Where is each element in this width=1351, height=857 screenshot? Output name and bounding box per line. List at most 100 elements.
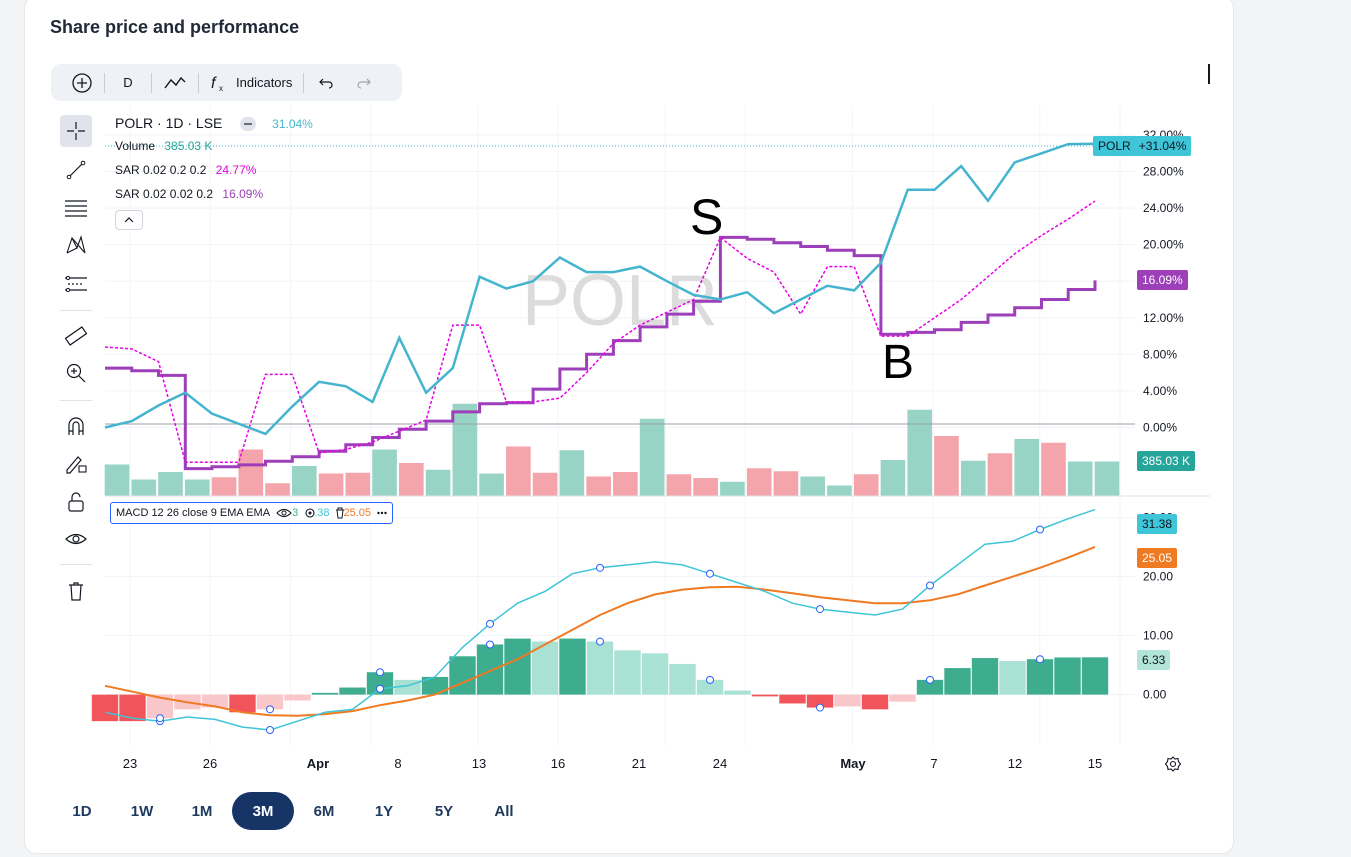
- indicators-label: Indicators: [236, 75, 293, 90]
- time-tick-label: 26: [203, 756, 217, 771]
- macd-marker: [486, 619, 494, 628]
- lock-all-tool[interactable]: [60, 486, 92, 518]
- pencil-lock-icon: [66, 456, 87, 474]
- volume-bar: [934, 436, 959, 496]
- trash-icon[interactable]: [335, 507, 345, 519]
- trend-line-tool[interactable]: [60, 154, 92, 186]
- volume-bar: [184, 479, 210, 496]
- tool-separator: [60, 400, 92, 401]
- macd-histogram-bar: [421, 676, 449, 695]
- volume-bar: [452, 403, 478, 496]
- line-chart-icon: [164, 76, 186, 88]
- volume-bar: [773, 471, 799, 496]
- volume-bar: [907, 409, 933, 496]
- volume-bar: [211, 477, 237, 496]
- macd-histogram-bar: [641, 653, 669, 695]
- histogram-badge: 6.33: [1137, 650, 1171, 670]
- crosshair-tool[interactable]: [60, 115, 92, 147]
- fib-tool[interactable]: [60, 192, 92, 224]
- macd-histogram-bar: [724, 690, 751, 695]
- legend-collapse-button[interactable]: [115, 210, 143, 230]
- macd-histogram-bar: [889, 694, 916, 702]
- polr-badge-name: POLR: [1098, 139, 1131, 153]
- toolbar-separator: [104, 72, 105, 93]
- macd-histogram-bar: [1081, 657, 1109, 695]
- range-button-1w[interactable]: 1W: [130, 802, 154, 820]
- range-button-all[interactable]: All: [494, 802, 514, 820]
- pattern-tool[interactable]: [60, 229, 92, 261]
- histogram-marker: [1036, 655, 1044, 664]
- macd-histogram-bar: [916, 679, 944, 695]
- volume-bar: [479, 473, 504, 496]
- macd-histogram-bar: [91, 694, 119, 722]
- chart-settings-button[interactable]: [1164, 755, 1182, 773]
- volume-legend[interactable]: Volume 385.03 K: [115, 139, 212, 153]
- chart-type-button[interactable]: [155, 69, 195, 97]
- volume-bar: [506, 446, 531, 496]
- range-button-6m[interactable]: 6M: [313, 802, 335, 820]
- time-tick-label: 24: [713, 756, 727, 771]
- volume-price-badge: 385.03 K: [1137, 451, 1196, 471]
- add-symbol-button[interactable]: [63, 69, 101, 97]
- time-tick-label: 12: [1008, 756, 1022, 771]
- trash-icon: [69, 582, 83, 601]
- macd-tick-label: 0.00: [1143, 688, 1167, 702]
- range-button-3m[interactable]: 3M: [232, 792, 294, 830]
- time-tick-label: 7: [930, 756, 937, 771]
- range-button-1m[interactable]: 1M: [191, 802, 213, 820]
- macd-badge: 31.38: [1137, 514, 1178, 534]
- ruler-tool[interactable]: [60, 320, 92, 352]
- legend-minus-button[interactable]: [240, 117, 257, 132]
- symbol-watermark: POLR: [522, 261, 718, 341]
- histogram-marker: [156, 714, 164, 723]
- volume-bar: [1041, 442, 1066, 496]
- macd-legend[interactable]: MACD 12 26 close 9 EMA EMA 3 .38 25.05: [110, 502, 394, 524]
- lock-drawing-tool[interactable]: [60, 447, 92, 479]
- interval-button[interactable]: D: [123, 75, 133, 90]
- zoom-tool[interactable]: [60, 357, 92, 389]
- polr-badge-value: +31.04%: [1138, 139, 1187, 153]
- sar2-legend[interactable]: SAR 0.02 0.02 0.2 16.09%: [115, 187, 263, 201]
- macd-histogram-bar: [944, 668, 971, 695]
- macd-histogram-bar: [559, 638, 586, 695]
- eye-icon[interactable]: [276, 507, 292, 519]
- macd-histogram-bar: [779, 694, 806, 704]
- macd-marker: [266, 726, 274, 734]
- time-tick-label: 15: [1088, 756, 1102, 771]
- magnet-tool[interactable]: [60, 410, 92, 442]
- sar1-legend[interactable]: SAR 0.02 0.2 0.2 24.77%: [115, 163, 256, 177]
- undo-icon: [319, 78, 333, 89]
- redo-button[interactable]: [345, 69, 383, 97]
- symbol-legend[interactable]: POLR · 1D · LSE 31.04%: [115, 115, 313, 132]
- more-icon[interactable]: [377, 511, 387, 515]
- gear-icon[interactable]: [304, 507, 316, 519]
- range-button-1d[interactable]: 1D: [72, 802, 92, 820]
- price-tick-label: 20.00%: [1143, 238, 1184, 252]
- undo-button[interactable]: [307, 69, 345, 97]
- symbol-change: 31.04%: [272, 117, 313, 131]
- range-button-1y[interactable]: 1Y: [374, 802, 394, 820]
- macd-histogram-bar: [449, 656, 476, 695]
- sar1-line: [104, 200, 1096, 463]
- volume-bar: [1067, 461, 1093, 496]
- macd-hist-value: 3: [292, 507, 299, 519]
- macd-histogram-bar: [999, 661, 1026, 695]
- volume-bar: [586, 476, 611, 496]
- volume-bar: [720, 481, 745, 496]
- range-selector: 1D 1W 1M 3M 6M 1Y 5Y All: [52, 791, 534, 831]
- macd-histogram-bar: [751, 694, 779, 697]
- sar1-label: SAR 0.02 0.2 0.2: [115, 163, 207, 177]
- price-tick-label: 0.00%: [1143, 420, 1177, 434]
- macd-label: MACD 12 26 close 9 EMA EMA: [116, 507, 271, 519]
- remove-drawings-tool[interactable]: [60, 575, 92, 607]
- plus-circle-icon: [72, 72, 92, 93]
- hide-drawings-tool[interactable]: [60, 524, 92, 556]
- macd-line-value: .38: [314, 507, 330, 519]
- ruler-icon: [64, 326, 88, 346]
- forecast-tool[interactable]: [60, 268, 92, 300]
- range-button-5y[interactable]: 5Y: [434, 802, 454, 820]
- volume-bar: [827, 485, 852, 496]
